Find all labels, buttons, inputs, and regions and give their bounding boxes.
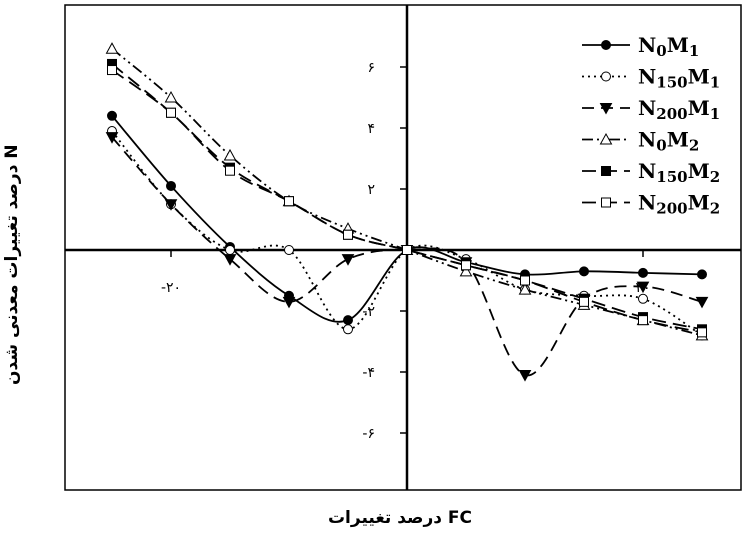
legend-label-n200m2: N200M2 <box>638 191 720 218</box>
data-point-n200m2 <box>402 245 412 255</box>
series-line-n200m2 <box>111 69 703 334</box>
data-point-n0m2 <box>105 42 119 54</box>
data-point-n200m1 <box>341 254 355 266</box>
legend-label-n150m1: N150M1 <box>638 65 720 92</box>
legend-marker-n150m1 <box>601 71 611 82</box>
data-point-n150m1 <box>343 324 353 335</box>
data-point-n0m2 <box>459 264 473 277</box>
data-point-n0m1 <box>638 267 648 278</box>
data-point-n200m2 <box>461 260 471 271</box>
y-tick-label: -۲ <box>362 304 375 320</box>
data-point-n0m2 <box>518 283 532 295</box>
legend-label-n200m1: N200M1 <box>638 96 720 123</box>
data-point-n200m2 <box>520 275 530 286</box>
x-tick-label: -۲۰ <box>161 280 181 296</box>
data-point-n200m2 <box>225 165 235 176</box>
legend-label-n150m2: N150M2 <box>638 159 720 186</box>
data-point-n200m1 <box>105 132 119 144</box>
data-point-n200m2 <box>638 315 648 326</box>
legend-marker-n0m1 <box>601 40 611 50</box>
data-point-n0m2 <box>223 148 237 161</box>
legend-marker-n150m2 <box>601 166 611 176</box>
y-tick-label: ۲ <box>367 182 375 198</box>
data-point-n0m1 <box>166 180 176 191</box>
data-point-n200m1 <box>282 296 296 309</box>
data-point-n0m1 <box>107 110 117 121</box>
y-tick-label: ۴ <box>367 121 375 137</box>
data-point-n200m1 <box>518 370 532 382</box>
data-point-n200m2 <box>284 196 294 207</box>
y-tick-label: -۴ <box>362 365 375 381</box>
data-point-n0m1 <box>579 266 589 277</box>
data-point-n200m2 <box>166 107 176 118</box>
data-point-n200m1 <box>636 281 650 294</box>
data-point-n150m1 <box>638 293 648 304</box>
data-point-n200m2 <box>697 327 707 338</box>
data-point-n200m1 <box>223 254 237 266</box>
data-point-n150m1 <box>225 245 235 255</box>
data-point-n200m1 <box>164 199 178 211</box>
legend-marker-n200m2 <box>601 197 611 208</box>
data-point-n0m2 <box>164 90 178 103</box>
y-tick-label: ۶ <box>367 60 375 76</box>
plot-frame <box>64 4 742 491</box>
legend-label-n0m2: N0M2 <box>638 128 699 155</box>
series-line-n0m1 <box>111 115 703 323</box>
data-point-n150m1 <box>284 245 294 255</box>
legend-label-n0m1: N0M1 <box>638 33 699 60</box>
x-axis-title: درصد تغییرات FC <box>327 508 473 528</box>
data-point-n0m1 <box>343 315 353 326</box>
series-line-n150m1 <box>111 130 703 337</box>
data-point-n200m2 <box>579 296 589 307</box>
data-point-n200m2 <box>343 229 353 240</box>
legend-marker-n0m2 <box>599 132 613 145</box>
data-point-n200m2 <box>107 65 117 76</box>
legend-marker-n200m1 <box>599 103 613 115</box>
data-point-n0m1 <box>697 269 707 280</box>
y-tick-label: -۶ <box>362 426 375 442</box>
series-line-n200m1 <box>111 136 703 376</box>
data-point-n200m1 <box>695 296 709 309</box>
